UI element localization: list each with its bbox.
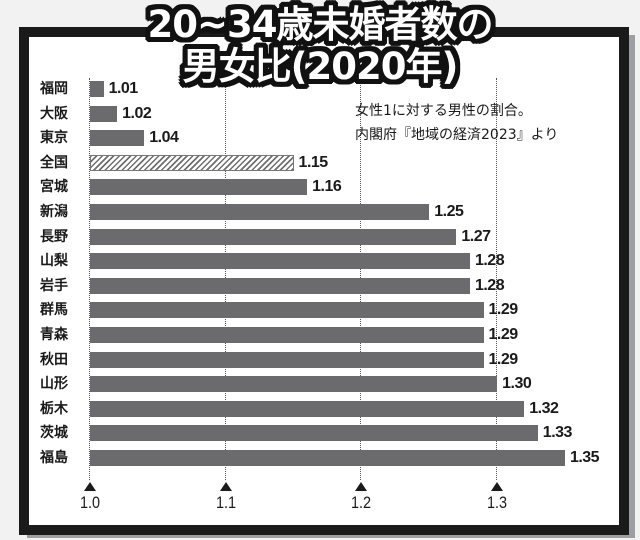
- category-label: 東京: [40, 130, 68, 147]
- bar: [90, 450, 565, 466]
- value-label: 1.33: [542, 424, 573, 442]
- bar-row: 福岡 1.01: [0, 77, 640, 101]
- bar-row: 栃木 1.32: [0, 397, 640, 421]
- value-label: 1.15: [298, 153, 329, 171]
- value-label: 1.28: [474, 276, 505, 294]
- category-label: 福岡: [40, 81, 68, 97]
- category-label: 全国: [40, 154, 68, 171]
- bar: [90, 376, 498, 393]
- chart-note: 女性1に対する男性の割合。 内閣府『地域の経済2023』より: [355, 99, 558, 147]
- bar: [90, 81, 104, 97]
- value-label: 1.27: [461, 227, 491, 245]
- x-tick: 1.1: [206, 482, 246, 513]
- value-label: 1.28: [474, 252, 505, 270]
- bar: [90, 228, 457, 245]
- triangle-up-icon: [355, 482, 368, 491]
- gridline-1.0: [89, 78, 90, 480]
- bar: [90, 327, 484, 343]
- bar-row: 青森 1.29: [0, 323, 640, 347]
- title-line-2: 男女比(2020年): [182, 45, 459, 88]
- value-label: 1.29: [488, 301, 519, 319]
- category-label: 大阪: [40, 105, 68, 122]
- value-label: 1.25: [434, 203, 464, 220]
- note-line-2: 内閣府『地域の経済2023』より: [355, 127, 559, 143]
- value-label: 1.35: [569, 449, 600, 466]
- x-tick-label: 1.0: [79, 493, 101, 512]
- value-label: 1.29: [488, 350, 519, 368]
- x-tick-label: 1.3: [487, 493, 508, 512]
- x-tick: 1.2: [341, 482, 381, 513]
- category-label: 秋田: [40, 351, 68, 368]
- category-label: 新潟: [40, 204, 68, 220]
- bar-row: 山梨 1.28: [0, 249, 640, 273]
- value-label: 1.02: [122, 104, 152, 122]
- value-label: 1.04: [149, 129, 179, 147]
- x-tick: 1.3: [477, 482, 517, 513]
- bar-row: 長野 1.27: [0, 225, 640, 249]
- bar-row: 新潟 1.25: [0, 200, 640, 224]
- x-tick-label: 1.1: [215, 493, 236, 512]
- bar: [90, 253, 470, 270]
- value-label: 1.16: [312, 178, 342, 196]
- triangle-up-icon: [84, 482, 96, 491]
- category-label: 宮城: [40, 179, 68, 196]
- category-label: 栃木: [40, 400, 68, 417]
- value-label: 1.32: [529, 399, 559, 417]
- category-label: 山形: [40, 376, 68, 393]
- gridline-1.3: [496, 78, 498, 480]
- category-label: 岩手: [40, 277, 68, 294]
- bar: [90, 154, 294, 171]
- title-line-1: 20~34歳未婚者数の: [147, 3, 494, 46]
- bar: [90, 351, 484, 368]
- bar-row: 福島 1.35: [0, 446, 640, 470]
- bar-row: 大阪 1.02: [0, 102, 640, 126]
- category-label: 福島: [40, 450, 68, 466]
- category-label: 長野: [40, 228, 68, 245]
- bar-row: 群馬 1.29: [0, 298, 640, 322]
- value-label: 1.29: [488, 326, 519, 343]
- bar: [90, 105, 118, 122]
- triangle-up-icon: [491, 482, 504, 491]
- note-line-1: 女性1に対する男性の割合。: [355, 103, 532, 119]
- value-label: 1.01: [108, 80, 139, 97]
- x-tick-label: 1.2: [351, 493, 372, 512]
- chart-title: 20~34歳未婚者数の 男女比(2020年): [0, 4, 640, 88]
- bar: [90, 204, 430, 220]
- bar-row: 山形 1.30: [0, 372, 640, 396]
- bar: [90, 400, 525, 417]
- bar-row: 秋田 1.29: [0, 348, 640, 372]
- bar: [90, 277, 470, 294]
- bar: [90, 179, 308, 196]
- bar: [90, 302, 484, 319]
- bar-row: 岩手 1.28: [0, 274, 640, 298]
- category-label: 青森: [40, 327, 68, 343]
- bar-row: 茨城 1.33: [0, 421, 640, 445]
- bar: [90, 425, 538, 442]
- category-label: 群馬: [40, 302, 68, 319]
- bar-row: 東京 1.04: [0, 126, 640, 150]
- category-label: 茨城: [40, 425, 68, 442]
- x-tick: 1.0: [70, 482, 110, 513]
- bar-row: 全国 1.15: [0, 151, 640, 175]
- bar-row: 宮城 1.16: [0, 175, 640, 199]
- value-label: 1.30: [502, 375, 532, 393]
- category-label: 山梨: [40, 253, 68, 270]
- triangle-up-icon: [219, 482, 232, 491]
- bar: [90, 130, 145, 147]
